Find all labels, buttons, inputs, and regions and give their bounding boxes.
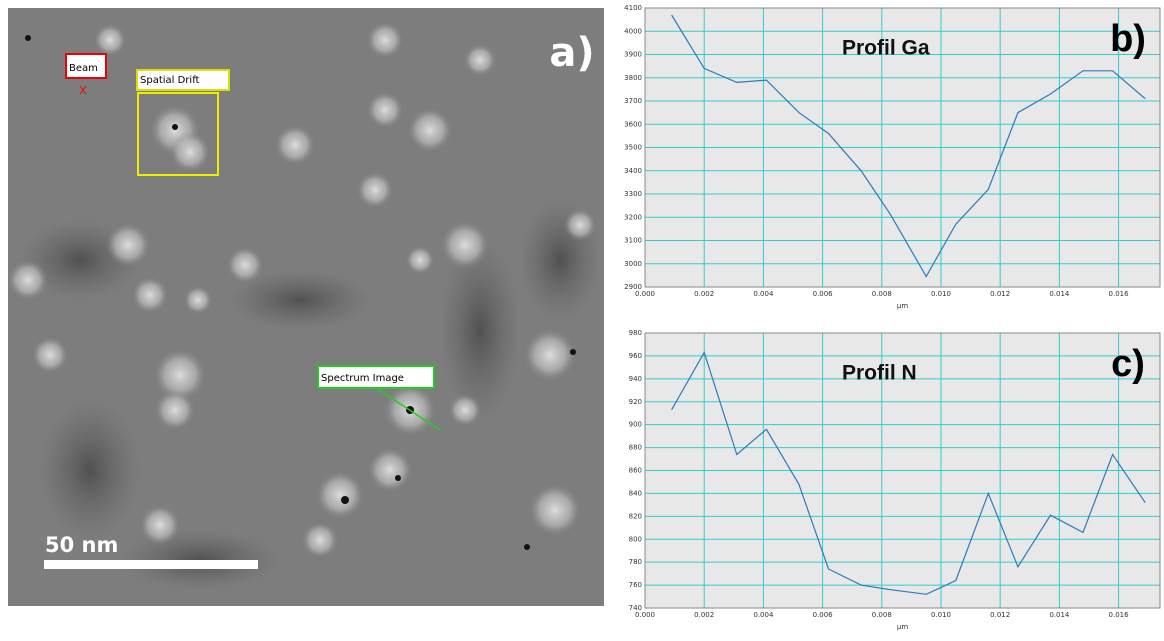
panel-label: a): [549, 30, 594, 76]
annotation-label: Spectrum Image: [321, 373, 404, 384]
y-tick-label: 960: [629, 352, 642, 360]
x-tick-label: 0.006: [813, 290, 834, 298]
y-tick-label: 740: [629, 604, 642, 612]
y-tick-label: 940: [629, 375, 642, 383]
panel-label: c): [1111, 343, 1145, 385]
y-tick-label: 780: [629, 558, 642, 566]
y-tick-label: 920: [629, 398, 642, 406]
x-tick-label: 0.014: [1049, 290, 1070, 298]
x-tick-label: 0.016: [1109, 290, 1130, 298]
y-tick-label: 4100: [624, 4, 642, 12]
y-tick-label: 2900: [624, 283, 642, 291]
y-tick-label: 4000: [624, 27, 642, 35]
y-tick-label: 3500: [624, 144, 642, 152]
data-line: [671, 14, 1146, 278]
x-tick-label: 0.010: [931, 290, 951, 298]
x-tick-label: 0.010: [931, 611, 951, 619]
y-tick-label: 3800: [624, 74, 642, 82]
y-tick-label: 3600: [624, 120, 642, 128]
y-tick-label: 840: [629, 489, 642, 497]
data-line: [671, 351, 1146, 595]
y-tick-label: 820: [629, 512, 642, 520]
x-tick-label: 0.006: [813, 611, 834, 619]
x-tick-label: 0.004: [753, 611, 774, 619]
y-tick-label: 3400: [624, 167, 642, 175]
y-tick-label: 3100: [624, 237, 642, 245]
x-tick-label: 0.008: [872, 290, 892, 298]
y-tick-label: 860: [629, 467, 642, 475]
x-tick-label: 0.012: [990, 611, 1010, 619]
y-tick-label: 900: [629, 421, 642, 429]
plot-frame: [644, 332, 1161, 609]
y-tick-label: 3200: [624, 213, 642, 221]
y-tick-label: 3900: [624, 51, 642, 59]
chart-title: Profil Ga: [842, 37, 930, 60]
y-tick-label: 3000: [624, 260, 642, 268]
y-tick-label: 3300: [624, 190, 642, 198]
x-tick-label: 0.008: [872, 611, 892, 619]
x-tick-label: 0.002: [694, 290, 714, 298]
annotation-label: Beam: [69, 63, 98, 74]
y-tick-label: 880: [629, 444, 642, 452]
x-tick-label: 0.000: [635, 611, 655, 619]
x-tick-label: 0.014: [1049, 611, 1070, 619]
x-tick-label: 0.012: [990, 290, 1010, 298]
y-tick-label: 3700: [624, 97, 642, 105]
plot-frame: [644, 7, 1161, 288]
chart-title: Profil N: [842, 362, 917, 385]
x-tick-label: 0.016: [1109, 611, 1130, 619]
micrograph: a) 50 nm Beam Spatial Drift Spectrum Ima…: [8, 8, 604, 606]
x-tick-label: 0.000: [635, 290, 655, 298]
panel-label: b): [1110, 18, 1146, 60]
x-axis-label: µm: [897, 302, 908, 310]
y-tick-label: 980: [629, 329, 642, 337]
x-tick-label: 0.004: [753, 290, 774, 298]
y-tick-label: 760: [629, 581, 642, 589]
y-tick-label: 800: [629, 535, 642, 543]
x-tick-label: 0.002: [694, 611, 714, 619]
annotation-label: Spatial Drift: [140, 75, 200, 86]
x-axis-label: µm: [897, 623, 908, 631]
scale-bar-label: 50 nm: [45, 533, 118, 557]
